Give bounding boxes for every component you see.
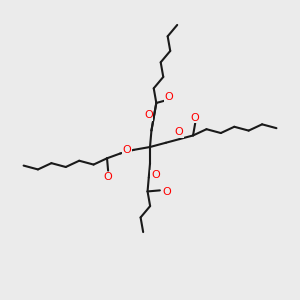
Text: O: O xyxy=(175,128,183,137)
Text: O: O xyxy=(164,92,173,102)
Text: O: O xyxy=(144,110,153,120)
Text: O: O xyxy=(151,170,160,180)
Text: O: O xyxy=(190,113,199,123)
Text: O: O xyxy=(162,187,171,197)
Text: O: O xyxy=(103,172,112,182)
Text: O: O xyxy=(122,146,131,155)
